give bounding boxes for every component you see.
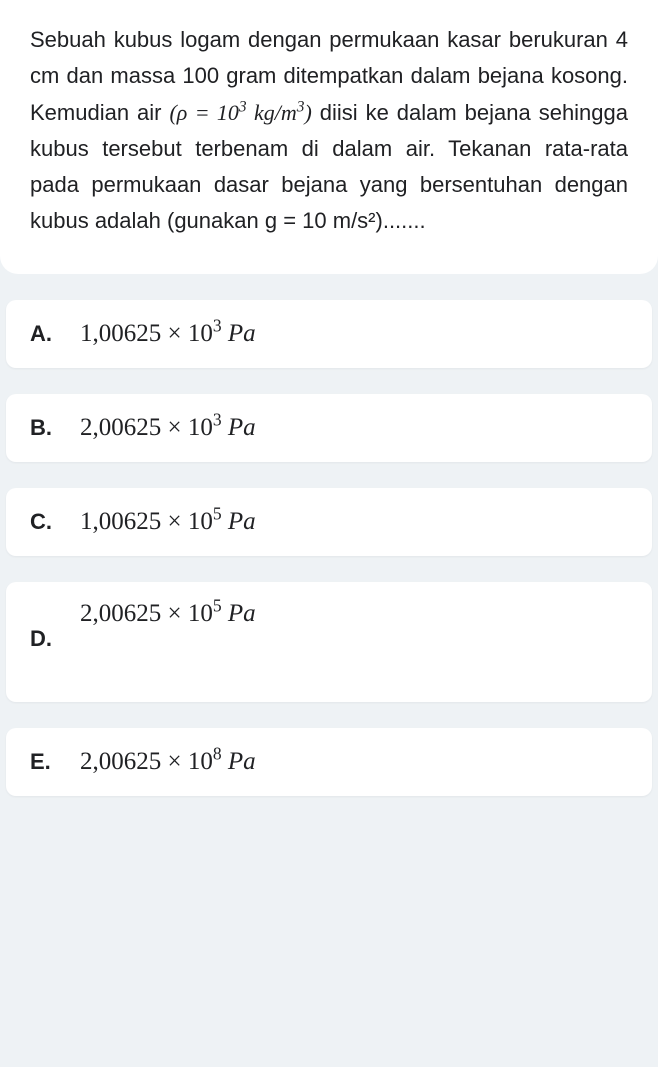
answer-label: A.	[30, 321, 80, 347]
question-card: Sebuah kubus logam dengan permukaan kasa…	[0, 0, 658, 274]
answer-text: 1,00625 × 105 Pa	[80, 508, 256, 536]
answer-label: B.	[30, 415, 80, 441]
answer-text: 2,00625 × 103 Pa	[80, 414, 256, 442]
answer-label: E.	[30, 749, 80, 775]
answer-option-D[interactable]: D.2,00625 × 105 Pa	[6, 582, 652, 702]
answer-option-B[interactable]: B.2,00625 × 103 Pa	[6, 394, 652, 462]
answer-option-E[interactable]: E.2,00625 × 108 Pa	[6, 728, 652, 796]
answer-label: C.	[30, 509, 80, 535]
answer-option-A[interactable]: A.1,00625 × 103 Pa	[6, 300, 652, 368]
answer-option-C[interactable]: C.1,00625 × 105 Pa	[6, 488, 652, 556]
answer-label: D.	[30, 600, 80, 652]
question-formula: (ρ = 103 kg/m3)	[169, 100, 311, 125]
answer-text: 1,00625 × 103 Pa	[80, 320, 256, 348]
answer-text: 2,00625 × 108 Pa	[80, 748, 256, 776]
answer-text: 2,00625 × 105 Pa	[80, 600, 256, 628]
